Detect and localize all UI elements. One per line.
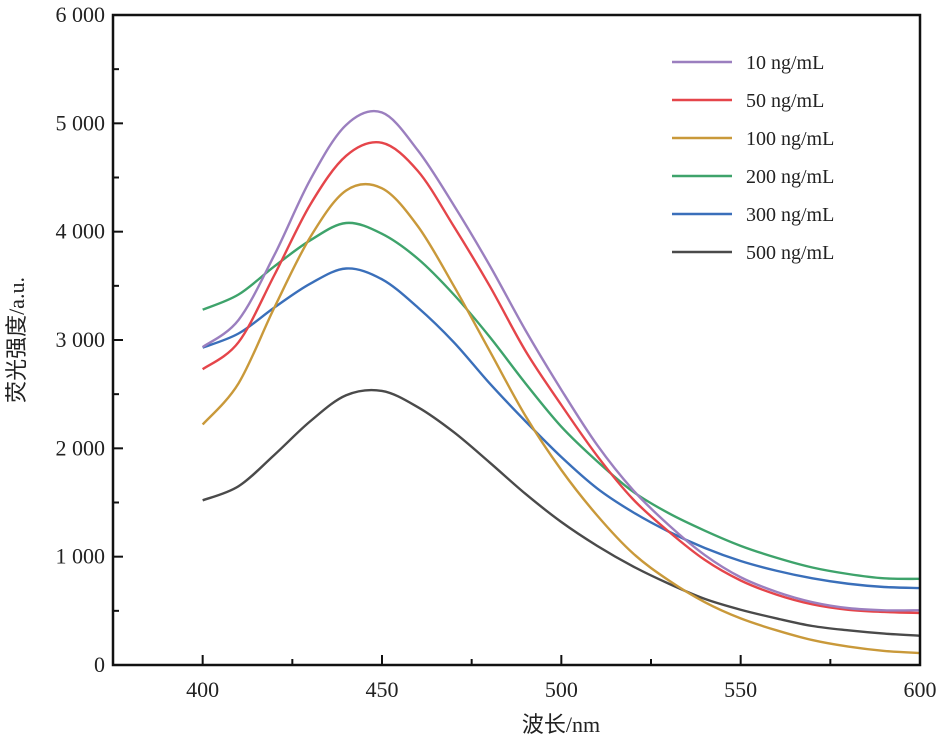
legend-label: 50 ng/mL (746, 90, 824, 112)
y-tick-label: 2 000 (56, 435, 106, 460)
x-axis-title: 波长/nm (522, 712, 600, 737)
x-tick-label: 600 (904, 677, 937, 702)
series-line-200-ng-ml (202, 221, 921, 581)
plot-frame (111, 13, 922, 667)
legend-label: 200 ng/mL (746, 166, 834, 188)
series-line-50-ng-ml (201, 141, 921, 615)
series-line-500-ng-ml (202, 388, 921, 637)
series-line-300-ng-ml (202, 267, 921, 590)
legend-label: 500 ng/mL (746, 242, 834, 264)
series-line-100-ng-ml (201, 182, 921, 655)
series-lines (201, 109, 921, 655)
y-tick-label: 6 000 (56, 2, 106, 27)
y-axis-title: 荧光强度/a.u. (4, 277, 29, 403)
y-tick-label: 0 (94, 652, 105, 677)
x-tick-label: 450 (366, 677, 399, 702)
axis-ticks: 0 1 000 2 000 3 000 4 000 5 000 6 000 400 450 500… (56, 2, 937, 702)
y-tick-label: 1 000 (56, 544, 106, 569)
legend-label: 100 ng/mL (746, 128, 834, 150)
series-line-10-ng-ml (201, 109, 921, 612)
y-tick-label: 5 000 (56, 110, 106, 135)
x-tick-label: 500 (545, 677, 578, 702)
x-tick-label: 400 (186, 677, 219, 702)
legend: 10 ng/mL 50 ng/mL 100 ng/mL 200 ng/mL 300 ng… (672, 52, 834, 264)
y-tick-label: 4 000 (56, 219, 106, 244)
legend-label: 300 ng/mL (746, 204, 834, 226)
legend-label: 10 ng/mL (746, 52, 824, 74)
x-tick-label: 550 (724, 677, 757, 702)
y-tick-label: 3 000 (56, 327, 106, 352)
